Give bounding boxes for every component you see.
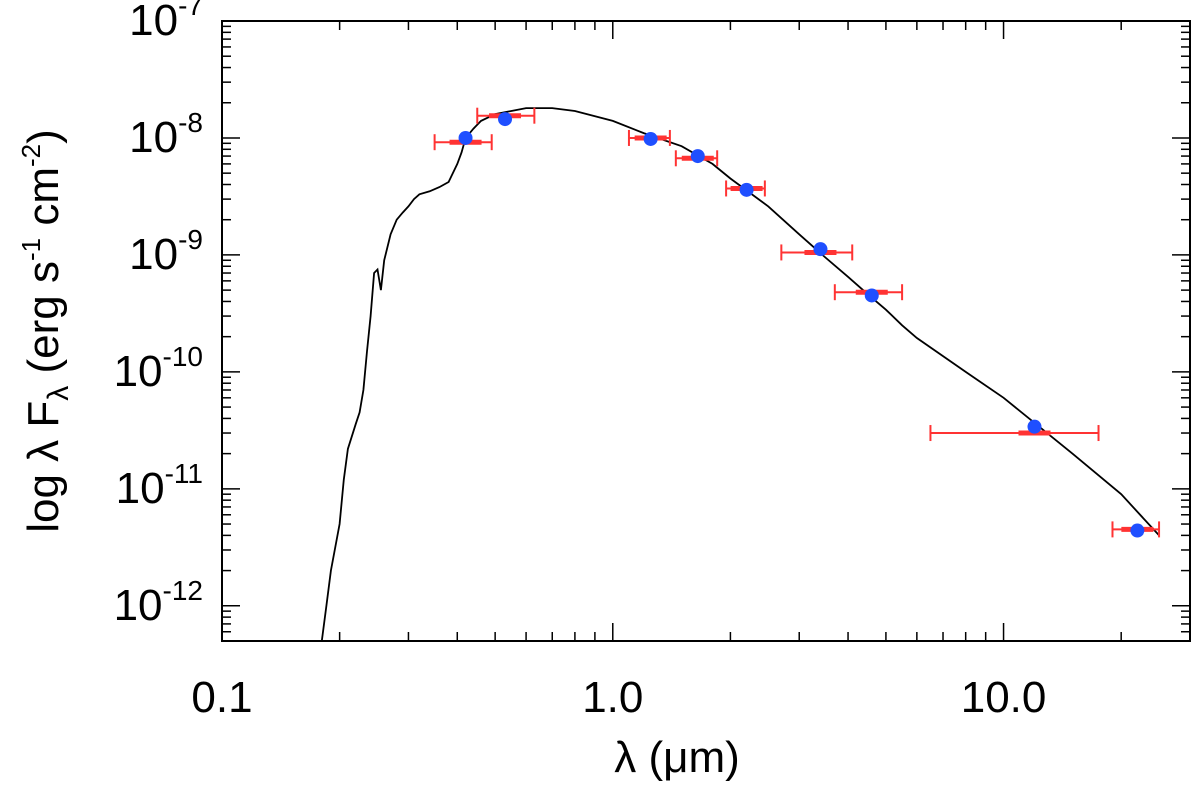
x-tick-label: 1.0 [582,673,643,722]
photometry-point-8 [929,419,1100,442]
photometry-point-3 [627,129,671,146]
data-marker [1027,419,1042,434]
y-tick-label: 10-7 [129,0,203,45]
photometry-point-6 [780,242,854,261]
model-spectrum-layer [320,107,1160,642]
photometry-point-2 [476,107,536,127]
data-marker [864,288,879,303]
data-marker [458,130,473,145]
data-marker [643,131,658,146]
photometry-point-1 [433,130,493,151]
y-tick-label: 10-10 [114,341,203,396]
x-tick-labels: 0.1 1.0 10.0 [191,673,1046,722]
photometry-point-4 [674,149,719,167]
data-marker [690,149,705,164]
data-marker [498,112,513,127]
y-tick-label: 10-11 [116,458,203,513]
y-tick-label: 10-12 [114,575,203,630]
y-tick-label: 10-9 [129,224,203,279]
model-spectrum-line [320,107,1160,642]
y-tick-labels: 10-7 10-8 10-9 10-10 10-11 10-12 [114,0,203,630]
y-tick-label: 10-8 [129,107,203,162]
photometry-layer [433,107,1161,538]
x-axis-title: λ (μm) [614,733,740,782]
y-axis-title: log λ Fλ (erg s-1 cm-2) [16,129,75,533]
data-marker [739,182,754,197]
photometry-point-5 [725,180,766,197]
photometry-point-7 [833,284,904,303]
plot-frame [221,20,1191,642]
data-marker [1130,523,1145,538]
x-tick-label: 10.0 [961,673,1047,722]
data-marker [813,242,828,257]
axis-ticks [221,21,1191,642]
photometry-point-9 [1111,521,1161,538]
x-tick-label: 0.1 [191,673,252,722]
